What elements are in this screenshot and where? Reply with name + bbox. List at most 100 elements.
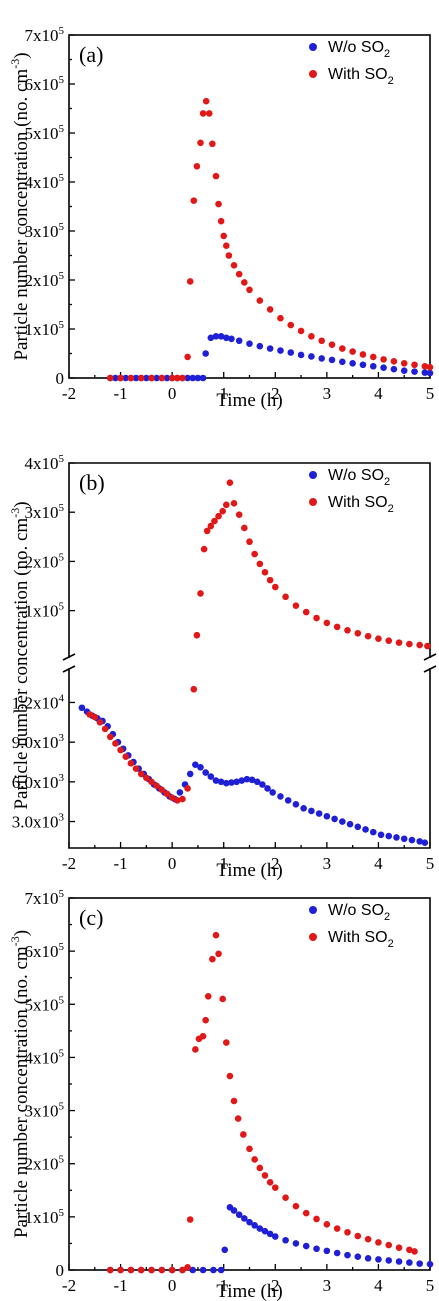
series-1 <box>86 479 431 804</box>
panel-label: (c) <box>79 905 103 930</box>
legend-marker <box>309 70 317 78</box>
y-tick-label-exp: 5 <box>59 1154 65 1166</box>
y-tick-label: 2x105 <box>25 270 65 290</box>
y-tick-label-upper-exp: 5 <box>59 502 65 514</box>
data-point <box>184 374 191 382</box>
data-point <box>416 1260 423 1267</box>
data-point <box>241 524 248 532</box>
data-point <box>282 593 289 601</box>
x-tick-label: 5 <box>426 854 435 873</box>
y-tick-label-exp: 5 <box>59 941 65 953</box>
x-tick-label: 0 <box>168 384 177 403</box>
y-tick-label-lower-exp: 3 <box>59 812 65 824</box>
legend-label-sub: 2 <box>388 75 394 87</box>
y-tick-label: 6x105 <box>25 941 65 961</box>
legend-marker <box>309 471 317 479</box>
data-point <box>78 704 86 712</box>
data-point <box>400 360 408 367</box>
y-tick-label: 2x105 <box>25 1154 65 1174</box>
x-tick-label: 5 <box>426 1276 435 1295</box>
y-axis-title-main: Particle number concentration (no. cm <box>11 69 32 361</box>
data-point <box>176 789 184 796</box>
data-point <box>266 1230 274 1238</box>
data-point <box>199 110 207 117</box>
y-tick-label-lower-base: 1.2x10 <box>12 693 59 712</box>
y-tick-label-base: 0 <box>56 369 65 388</box>
y-axis-title-sup: -3 <box>8 59 22 69</box>
data-point <box>331 815 338 823</box>
data-point <box>277 793 284 800</box>
data-point <box>349 348 356 355</box>
y-tick-label-upper: 1x105 <box>25 601 65 621</box>
data-point <box>190 685 198 693</box>
data-point <box>197 139 204 147</box>
data-point <box>246 286 253 294</box>
data-point <box>277 314 284 322</box>
legend-label: With SO2 <box>328 929 394 950</box>
y-axis-title-close: ) <box>11 52 32 58</box>
y-tick-label-base: 3x10 <box>25 222 59 241</box>
data-point <box>323 1247 331 1255</box>
data-point <box>284 797 292 804</box>
data-point <box>292 1240 300 1247</box>
data-point <box>251 550 258 558</box>
data-point <box>297 351 305 359</box>
data-point <box>395 1244 403 1251</box>
data-point <box>202 97 210 105</box>
data-point <box>235 337 243 345</box>
x-tick-label: 0 <box>168 854 177 873</box>
data-point <box>385 1241 393 1249</box>
data-point <box>163 790 171 798</box>
legend-label-main: W/o SO <box>328 467 384 484</box>
data-point <box>369 353 377 361</box>
legend-label-main: With SO <box>328 66 388 83</box>
data-point <box>209 140 216 148</box>
x-tick-label: -1 <box>113 854 127 873</box>
data-point <box>282 1236 289 1244</box>
data-point <box>246 1218 253 1226</box>
y-tick-label-exp: 5 <box>59 123 65 135</box>
x-tick-label: 4 <box>374 854 383 873</box>
y-tick-label-exp: 5 <box>59 1047 65 1059</box>
data-point <box>359 361 367 369</box>
data-point <box>127 374 135 382</box>
data-point <box>269 789 277 796</box>
axis-break-mark <box>423 653 437 661</box>
data-point <box>189 374 197 382</box>
data-point <box>143 774 150 782</box>
data-point <box>259 781 266 788</box>
data-point <box>256 1225 264 1232</box>
data-point <box>385 832 393 840</box>
data-point <box>209 955 216 963</box>
data-point <box>137 374 145 382</box>
data-point <box>235 511 243 518</box>
data-point <box>253 778 261 786</box>
y-tick-label-base: 5x10 <box>25 995 59 1014</box>
data-point <box>148 1266 155 1274</box>
y-tick-label: 7x105 <box>25 25 65 45</box>
data-point <box>179 795 186 803</box>
data-point <box>202 1016 209 1024</box>
data-point <box>212 931 220 939</box>
data-point <box>364 1235 372 1243</box>
legend-label-main: With SO <box>328 494 388 511</box>
data-point <box>256 342 264 350</box>
data-point <box>346 820 354 828</box>
data-point <box>228 779 235 786</box>
data-point <box>364 1255 372 1262</box>
y-tick-label-exp: 5 <box>59 888 65 900</box>
data-point <box>186 770 194 778</box>
data-point <box>205 110 213 117</box>
data-point <box>219 507 226 515</box>
legend-label-main: W/o SO <box>328 902 384 919</box>
data-point <box>344 1228 351 1236</box>
data-point <box>385 637 393 644</box>
data-point <box>287 321 295 329</box>
data-point <box>246 538 253 546</box>
data-point <box>222 334 230 342</box>
data-point <box>380 356 387 363</box>
y-tick-label-lower-base: 3.0x10 <box>12 813 59 832</box>
data-point <box>106 1266 114 1274</box>
data-point <box>186 278 194 285</box>
